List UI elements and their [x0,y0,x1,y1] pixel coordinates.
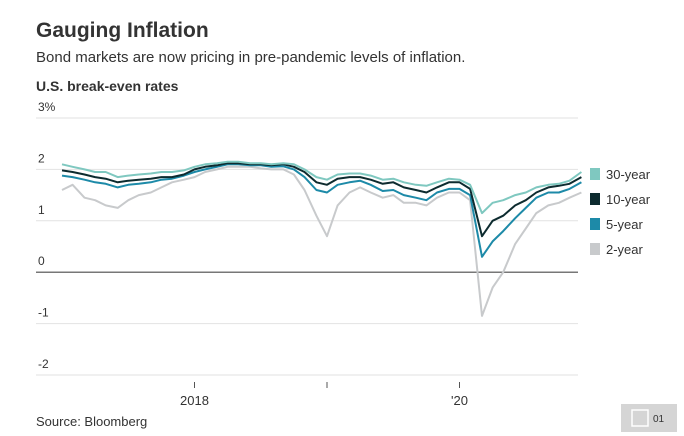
y-tick-label: 2 [38,151,45,165]
legend-swatch [590,243,600,255]
series-line [61,160,582,215]
y-tick-label: 3% [38,100,56,114]
legend-label: 5-year [606,217,644,232]
y-axis-title: U.S. break-even rates [36,78,179,94]
chart-subtitle: Bond markets are now pricing in pre-pand… [36,49,465,66]
legend-label: 30-year [606,167,651,182]
source: Source: Bloomberg [36,414,147,429]
chart-title: Gauging Inflation [36,19,209,42]
y-tick-label: 0 [38,254,45,268]
legend-label: 2-year [606,242,644,257]
legend-swatch [590,168,600,180]
legend-swatch [590,193,600,205]
x-tick-label: 2018 [180,393,209,408]
legend-label: 10-year [606,192,651,207]
series-line [61,163,582,258]
x-tick-label: '20 [451,393,468,408]
y-tick-label: -2 [38,357,49,371]
series-line [61,165,582,317]
badge-box [621,404,677,432]
legend-swatch [590,218,600,230]
y-tick-label: -1 [38,306,49,320]
series-line [61,162,582,238]
y-tick-label: 1 [38,203,45,217]
badge-icon [631,409,649,427]
badge-text: 01 [653,414,665,425]
